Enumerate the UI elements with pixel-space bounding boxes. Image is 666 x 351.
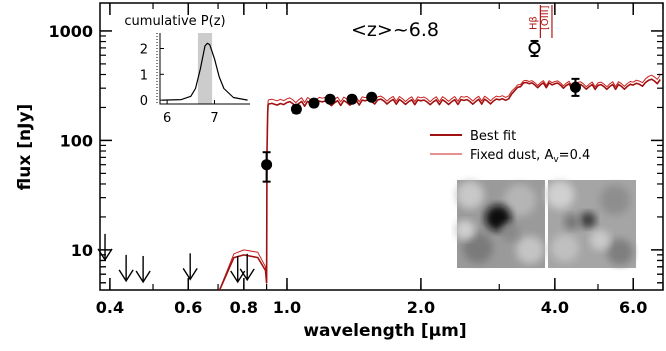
upper-limit-head [135,270,151,284]
y-tick-label: 1000 [48,22,93,41]
legend-label-best-fit: Best fit [470,129,516,144]
stamp-1 [455,180,545,268]
stamp-blob [600,185,630,215]
upper-limit-head [118,269,134,283]
x-tick-label: 4.0 [541,298,569,317]
model-fixed-dust-line [218,74,661,290]
stamp-2 [546,180,636,268]
x-tick-label: 0.4 [96,298,124,317]
stamp-blob [456,181,484,209]
stamp-blob [564,214,580,230]
stamp-blob [551,234,579,262]
upper-limit-arrow [135,255,151,284]
detection-point [324,93,336,105]
x-axis: 0.4 0.6 0.8 1.0 2.0 4.0 6.0 [96,3,664,317]
upper-limit-arrow [182,253,198,281]
y-tick-label: 10 [71,241,93,260]
y-tick-label: 100 [60,131,93,150]
detection-point [290,103,302,115]
upper-limit-head [182,267,198,281]
detection-point [261,159,273,171]
pz-inset: 6 7 0 1 2 cumulative P(z) [124,14,250,126]
emission-line-0-label: Hβ [528,16,539,30]
stamp-blob [607,239,633,265]
inset-x-tick-label: 6 [163,111,171,126]
stamp-blob [501,223,519,241]
model-spectra [218,74,661,290]
upper-limit-head [239,268,255,282]
open-point [528,41,541,54]
redshift-annotation: <z>~6.8 [351,19,439,41]
inset-shaded-range [197,33,213,104]
x-tick-label: 0.6 [174,298,202,317]
inset-pz-curve [162,42,248,101]
upper-limit-head [230,270,246,284]
detection-point [308,97,320,109]
photometry-points [261,39,581,183]
x-tick-label: 1.0 [273,298,301,317]
upper-limit-arrow [239,253,255,282]
model-best-fit-line [218,78,661,290]
inset-x-tick-label: 7 [210,111,218,126]
stamp-blob [504,184,536,216]
stamp-blob [455,220,475,240]
inset-y-tick-label: 0 [140,94,148,109]
image-stamps [455,180,636,268]
upper-limit-arrow [230,255,246,284]
inset-title: cumulative P(z) [124,14,225,29]
legend: Best fit Fixed dust, Av=0.4 [430,129,590,165]
stamp-blob [463,233,493,263]
emission-line-1-label: [OIII] [540,5,551,30]
detection-point [569,81,581,93]
x-tick-label: 6.0 [619,298,647,317]
legend-label-fixed-dust: Fixed dust, Av=0.4 [470,148,590,165]
stamp-blob [546,181,574,209]
stamp-blob [485,205,511,231]
y-axis-label: flux [nJy] [15,104,35,191]
x-tick-label: 0.8 [230,298,258,317]
stamp-blob [590,230,610,250]
detection-point [366,91,378,103]
upper-limit-arrow [118,254,134,283]
stamp-blob [516,236,544,264]
x-axis-label: wavelength [μm] [303,321,466,341]
inset-y-tick-label: 1 [140,68,148,83]
upper-limit-head [97,248,113,262]
detection-point [346,93,358,105]
x-tick-label: 2.0 [407,298,435,317]
inset-axes [159,33,250,105]
plot-frame [99,2,664,291]
stamp-blob [580,212,596,228]
inset-y-tick-label: 2 [140,42,148,57]
upper-limit-arrows [97,233,255,284]
emission-line-markers: Hβ [OIII] [528,5,553,38]
